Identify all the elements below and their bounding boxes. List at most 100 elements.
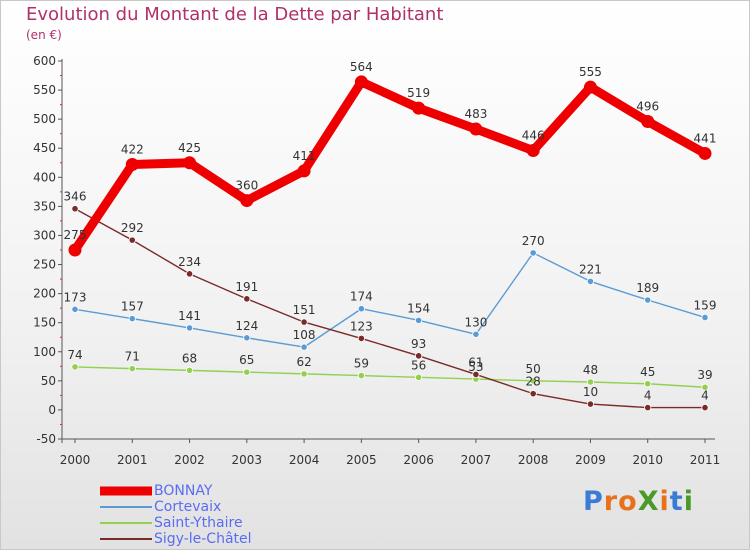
data-label: 234	[178, 255, 201, 269]
data-point	[529, 390, 537, 398]
data-label: 159	[694, 298, 717, 312]
data-label: 157	[121, 300, 144, 314]
data-point	[701, 383, 709, 391]
data-point	[185, 270, 194, 278]
series-line-sigy-le-ch-tel	[74, 208, 705, 409]
series-line-cortevaix	[74, 252, 706, 348]
x-tick-label: 2000	[60, 453, 91, 467]
legend-item: BONNAY	[100, 483, 400, 499]
data-point	[644, 380, 652, 388]
legend-swatch	[100, 486, 152, 496]
legend-label: Sigy-le-Châtel	[154, 531, 252, 547]
data-label: 62	[296, 355, 311, 369]
data-label: 28	[526, 375, 541, 389]
x-tick-label: 2008	[518, 453, 549, 467]
legend-label: Saint-Ythaire	[154, 515, 243, 531]
y-tick-label: 550	[33, 83, 56, 97]
series-line-bonnay	[71, 77, 708, 253]
data-label: 65	[239, 353, 254, 367]
data-label: 564	[350, 60, 373, 74]
data-point	[128, 365, 136, 373]
data-point	[472, 370, 480, 379]
data-label: 555	[579, 65, 602, 79]
data-label: 45	[640, 365, 655, 379]
data-label: 68	[182, 351, 197, 365]
y-tick-label: 250	[33, 258, 56, 272]
data-label: 270	[522, 234, 545, 248]
data-label: 483	[464, 107, 487, 121]
data-point	[300, 343, 308, 351]
data-label: 446	[522, 129, 545, 143]
logo-letter: t	[669, 486, 684, 517]
data-label: 71	[125, 350, 140, 364]
data-point	[412, 101, 426, 115]
data-point	[185, 366, 194, 374]
data-point	[71, 205, 79, 213]
data-point	[357, 305, 365, 313]
data-point	[529, 377, 537, 385]
logo-letter: P	[583, 486, 604, 517]
data-label: 154	[407, 301, 430, 315]
data-label: 141	[178, 309, 201, 323]
data-label: 425	[178, 141, 201, 155]
logo-letter: i	[659, 486, 670, 517]
data-label: 56	[411, 358, 426, 372]
y-tick-label: -50	[36, 432, 56, 446]
legend-item: Saint-Ythaire	[100, 515, 400, 531]
x-tick-label: 2010	[632, 453, 663, 467]
data-label: 275	[64, 228, 87, 242]
data-point	[71, 305, 79, 313]
logo-letter: r	[603, 486, 619, 517]
legend-swatch	[100, 506, 152, 508]
y-tick-label: 300	[33, 228, 56, 242]
legend-swatch	[100, 522, 152, 524]
data-label: 130	[464, 315, 487, 329]
data-point	[300, 370, 308, 378]
data-label: 124	[235, 319, 258, 333]
data-point	[586, 400, 595, 408]
y-tick-label: 200	[33, 287, 56, 301]
data-point	[698, 146, 712, 160]
logo-letter: i	[683, 486, 694, 517]
data-point	[583, 80, 597, 94]
data-label: 191	[235, 280, 258, 294]
x-tick-label: 2001	[117, 453, 148, 467]
data-point	[644, 296, 652, 304]
y-tick-label: 350	[33, 199, 56, 213]
x-tick-label: 2011	[690, 453, 721, 467]
data-point	[526, 144, 540, 158]
y-tick-label: 50	[41, 374, 56, 388]
x-tick-label: 2007	[461, 453, 492, 467]
data-label: 173	[64, 290, 87, 304]
data-point	[357, 372, 365, 380]
data-label: 123	[350, 319, 373, 333]
data-label: 39	[697, 368, 712, 382]
legend-label: BONNAY	[154, 483, 213, 499]
data-point	[415, 316, 423, 324]
data-label: 519	[407, 86, 430, 100]
data-point	[469, 122, 483, 136]
data-label: 422	[121, 143, 144, 157]
data-point	[644, 403, 652, 412]
x-tick-label: 2009	[575, 453, 606, 467]
data-label: 496	[636, 99, 659, 113]
data-label: 59	[354, 357, 369, 371]
y-tick-label: 400	[33, 170, 56, 184]
data-point	[128, 236, 136, 244]
legend-swatch	[100, 538, 152, 540]
chart-unit-label: (en €)	[26, 28, 62, 42]
y-tick-label: 500	[33, 112, 56, 126]
series-line-saint-ythaire	[74, 366, 706, 388]
data-point	[357, 334, 365, 342]
chart-legend: BONNAY Cortevaix Saint-Ythaire Sigy-le-Chât…	[100, 483, 400, 547]
x-tick-label: 2003	[232, 453, 263, 467]
data-label: 61	[468, 355, 483, 369]
data-point	[641, 114, 655, 128]
proxiti-logo: ProXiti	[583, 486, 694, 517]
data-label: 10	[583, 385, 598, 399]
y-tick-label: 0	[48, 403, 56, 417]
data-label: 221	[579, 262, 602, 276]
data-label: 189	[636, 281, 659, 295]
chart-title: Evolution du Montant de la Dette par Hab…	[26, 4, 444, 25]
